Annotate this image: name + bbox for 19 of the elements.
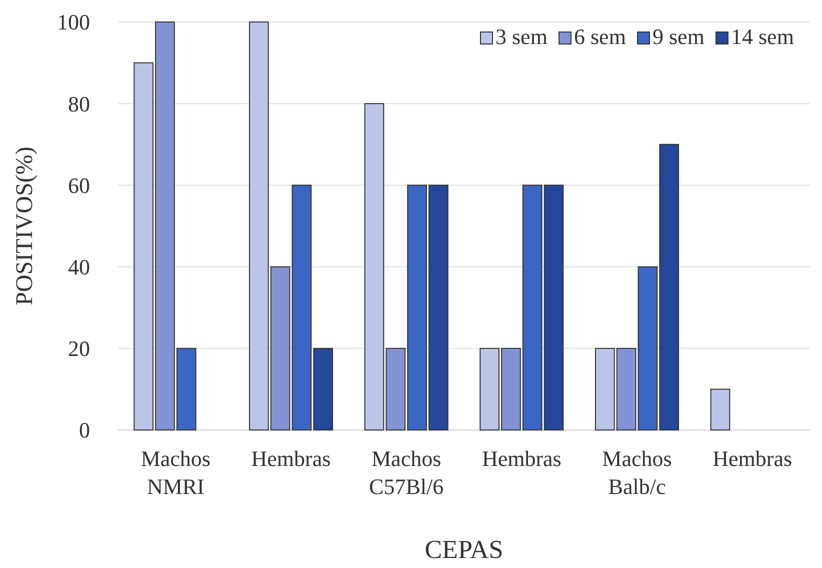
legend-label: 3 sem [496,24,548,49]
x-axis-title: CEPAS [424,535,504,564]
x-tick-label: Machos Balb/c [602,446,672,499]
x-tick-label: Machos C57Bl/6 [369,446,444,499]
y-tick-label: 0 [79,418,90,443]
legend-label: 9 sem [652,24,704,49]
y-axis-title: POSITIVOS(%) [12,146,38,306]
x-tick-label: Hembras [712,446,792,471]
y-tick-label: 80 [68,91,90,116]
x-tick-label: Machos NMRI [140,446,210,499]
x-tick-label: Hembras [482,446,562,471]
y-tick-label: 60 [68,172,90,198]
x-tick-label: Hembras [251,446,331,471]
y-tick-label: 20 [68,336,90,362]
legend-label: 14 sem [731,24,794,49]
y-tick-label: 100 [57,10,90,35]
legend-label: 6 sem [574,24,626,49]
bar [710,388,730,430]
y-tick-label: 40 [68,254,90,280]
